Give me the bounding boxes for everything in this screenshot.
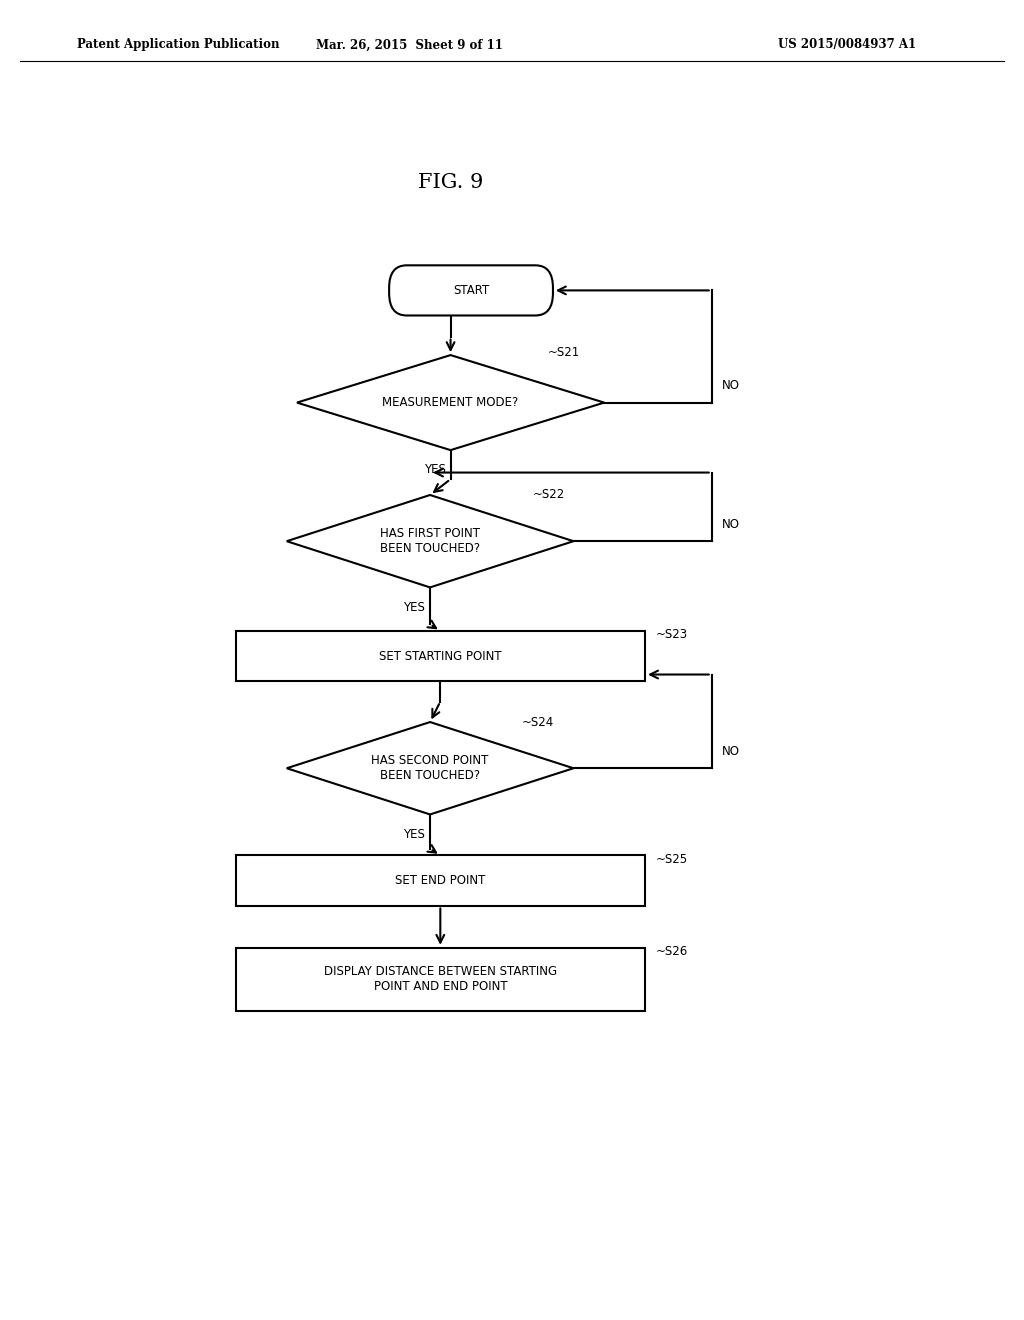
Text: YES: YES bbox=[403, 828, 425, 841]
Text: DISPLAY DISTANCE BETWEEN STARTING
POINT AND END POINT: DISPLAY DISTANCE BETWEEN STARTING POINT … bbox=[324, 965, 557, 994]
Bar bbox=[236, 855, 645, 906]
Text: Mar. 26, 2015  Sheet 9 of 11: Mar. 26, 2015 Sheet 9 of 11 bbox=[316, 38, 503, 51]
Text: NO: NO bbox=[722, 517, 740, 531]
Text: YES: YES bbox=[424, 463, 445, 477]
Text: START: START bbox=[453, 284, 489, 297]
Text: US 2015/0084937 A1: US 2015/0084937 A1 bbox=[778, 38, 916, 51]
Polygon shape bbox=[287, 495, 573, 587]
Bar bbox=[236, 948, 645, 1011]
Text: NO: NO bbox=[722, 379, 740, 392]
Polygon shape bbox=[297, 355, 604, 450]
FancyBboxPatch shape bbox=[389, 265, 553, 315]
Text: SET STARTING POINT: SET STARTING POINT bbox=[379, 649, 502, 663]
Bar bbox=[236, 631, 645, 681]
Text: HAS SECOND POINT
BEEN TOUCHED?: HAS SECOND POINT BEEN TOUCHED? bbox=[372, 754, 488, 783]
Text: YES: YES bbox=[403, 601, 425, 614]
Text: NO: NO bbox=[722, 744, 740, 758]
Text: ~S23: ~S23 bbox=[655, 628, 687, 642]
Text: MEASUREMENT MODE?: MEASUREMENT MODE? bbox=[382, 396, 519, 409]
Text: ~S22: ~S22 bbox=[532, 488, 564, 502]
Text: Patent Application Publication: Patent Application Publication bbox=[77, 38, 280, 51]
Text: ~S21: ~S21 bbox=[548, 346, 580, 359]
Text: ~S25: ~S25 bbox=[655, 853, 687, 866]
Text: ~S26: ~S26 bbox=[655, 945, 687, 958]
Text: SET END POINT: SET END POINT bbox=[395, 874, 485, 887]
Text: ~S24: ~S24 bbox=[522, 715, 554, 729]
Text: FIG. 9: FIG. 9 bbox=[418, 173, 483, 191]
Text: HAS FIRST POINT
BEEN TOUCHED?: HAS FIRST POINT BEEN TOUCHED? bbox=[380, 527, 480, 556]
Polygon shape bbox=[287, 722, 573, 814]
